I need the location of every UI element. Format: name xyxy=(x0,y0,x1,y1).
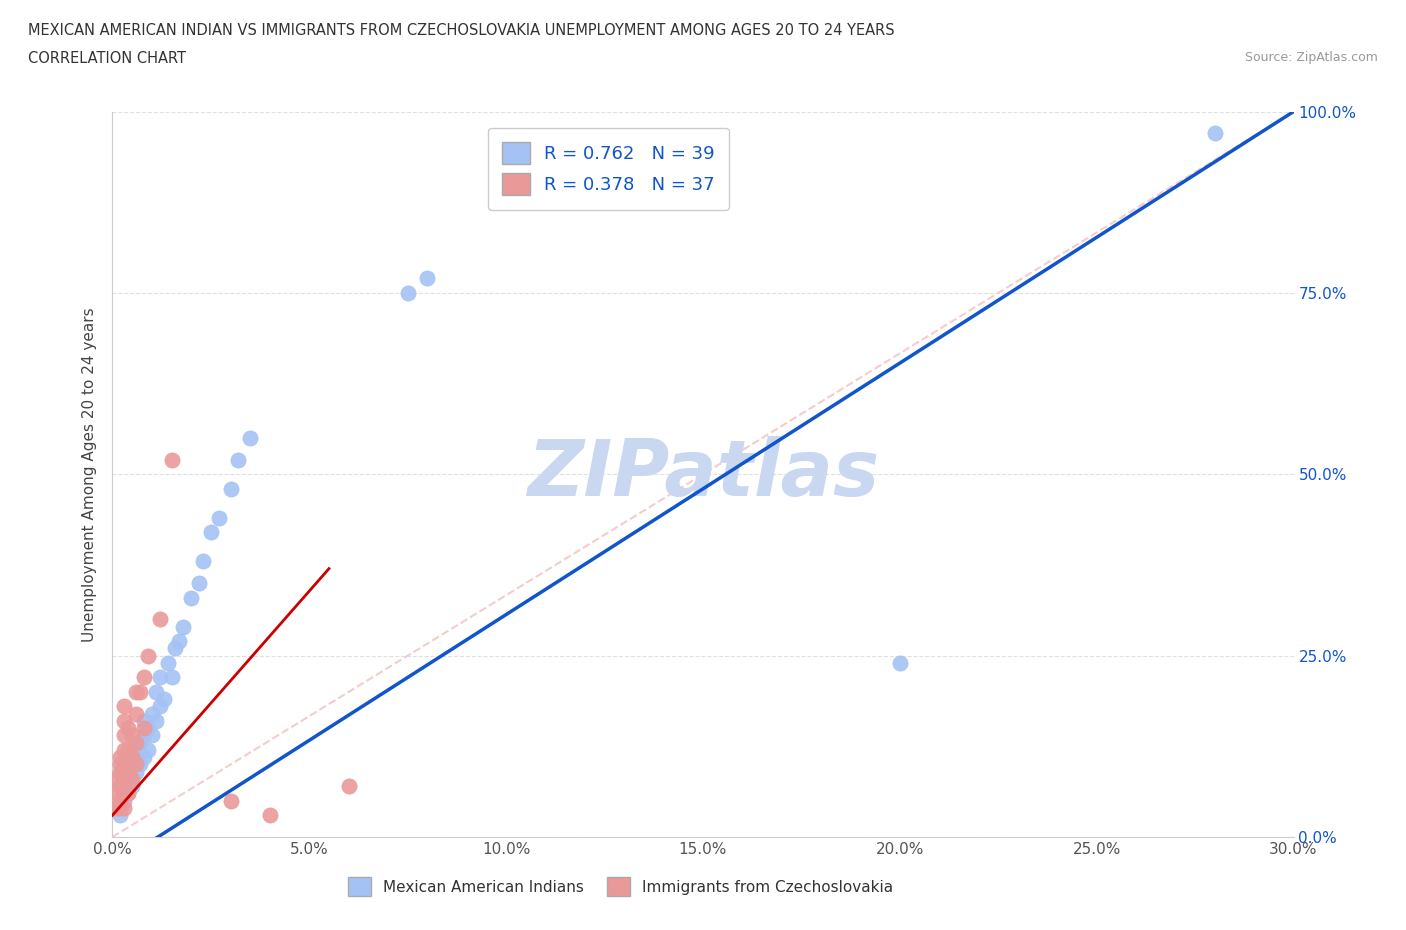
Point xyxy=(259,808,281,823)
Point xyxy=(136,721,159,736)
Point xyxy=(132,670,155,684)
Point xyxy=(165,641,187,656)
Point xyxy=(112,757,135,772)
Point xyxy=(180,591,202,605)
Point xyxy=(141,706,163,721)
Point xyxy=(132,728,155,743)
Point xyxy=(105,786,128,801)
Point xyxy=(208,511,231,525)
Point xyxy=(110,750,132,764)
Point xyxy=(121,757,143,772)
Point xyxy=(337,778,360,793)
Point xyxy=(121,728,143,743)
Point xyxy=(149,670,172,684)
Text: MEXICAN AMERICAN INDIAN VS IMMIGRANTS FROM CZECHOSLOVAKIA UNEMPLOYMENT AMONG AGE: MEXICAN AMERICAN INDIAN VS IMMIGRANTS FR… xyxy=(28,23,894,38)
Point xyxy=(121,750,143,764)
Point xyxy=(156,656,179,671)
Point xyxy=(149,699,172,714)
Point xyxy=(121,772,143,787)
Point xyxy=(117,721,139,736)
Point xyxy=(152,692,174,707)
Point xyxy=(112,699,135,714)
Point xyxy=(129,757,152,772)
Point xyxy=(219,793,242,808)
Point xyxy=(136,742,159,757)
Text: CORRELATION CHART: CORRELATION CHART xyxy=(28,51,186,66)
Point xyxy=(110,757,132,772)
Point xyxy=(188,576,211,591)
Point xyxy=(145,684,167,699)
Point xyxy=(169,633,191,648)
Point xyxy=(105,772,128,787)
Point xyxy=(112,772,135,787)
Point xyxy=(132,750,155,764)
Legend: Mexican American Indians, Immigrants from Czechoslovakia: Mexican American Indians, Immigrants fro… xyxy=(342,871,898,902)
Point xyxy=(129,736,152,751)
Point xyxy=(117,786,139,801)
Y-axis label: Unemployment Among Ages 20 to 24 years: Unemployment Among Ages 20 to 24 years xyxy=(82,307,97,642)
Point xyxy=(110,764,132,779)
Point xyxy=(1204,126,1226,140)
Point xyxy=(396,286,419,300)
Point xyxy=(110,793,132,808)
Point xyxy=(219,482,242,497)
Point xyxy=(117,764,139,779)
Point xyxy=(110,808,132,823)
Point xyxy=(141,728,163,743)
Point xyxy=(110,801,132,816)
Point xyxy=(132,721,155,736)
Point xyxy=(200,525,222,539)
Point xyxy=(145,713,167,728)
Point xyxy=(129,684,152,699)
Point xyxy=(191,554,214,569)
Point xyxy=(112,786,135,801)
Point xyxy=(149,612,172,627)
Point xyxy=(125,706,148,721)
Point xyxy=(125,764,148,779)
Point xyxy=(105,801,128,816)
Point xyxy=(112,713,135,728)
Point xyxy=(125,750,148,764)
Point xyxy=(112,728,135,743)
Point xyxy=(117,742,139,757)
Point xyxy=(110,778,132,793)
Point xyxy=(117,772,139,787)
Point xyxy=(160,452,183,467)
Text: Source: ZipAtlas.com: Source: ZipAtlas.com xyxy=(1244,51,1378,64)
Point xyxy=(136,648,159,663)
Point xyxy=(228,452,250,467)
Text: ZIPatlas: ZIPatlas xyxy=(527,436,879,512)
Point xyxy=(125,684,148,699)
Point xyxy=(239,431,262,445)
Point xyxy=(112,801,135,816)
Point xyxy=(112,793,135,808)
Point xyxy=(125,757,148,772)
Point xyxy=(160,670,183,684)
Point xyxy=(889,656,911,671)
Point xyxy=(416,271,439,286)
Point xyxy=(112,742,135,757)
Point xyxy=(121,778,143,793)
Point xyxy=(172,619,194,634)
Point xyxy=(132,713,155,728)
Point xyxy=(117,786,139,801)
Point xyxy=(125,736,148,751)
